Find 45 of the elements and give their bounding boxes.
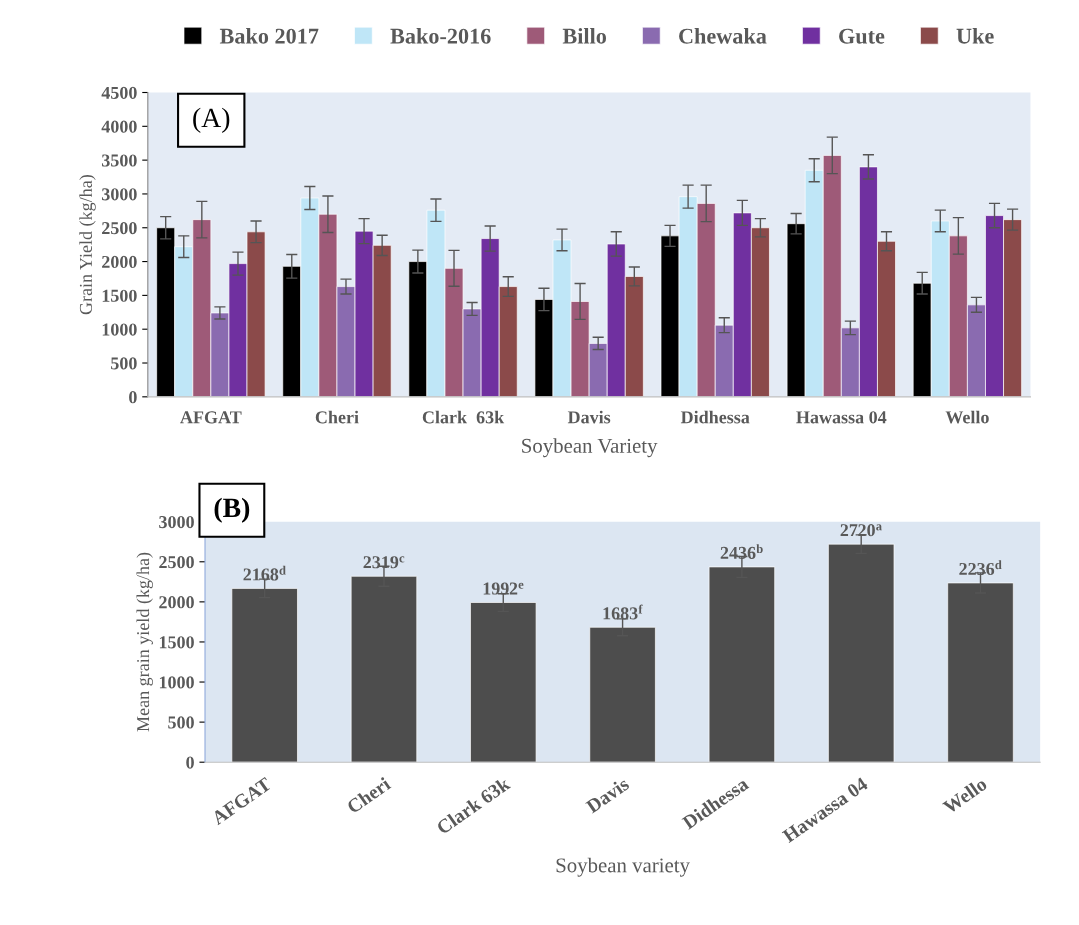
y-tick-label: 3000 [101,188,137,201]
y-tick-label: 0 [186,756,194,769]
legend-label: Gute [839,28,885,44]
data-label: 1992$^{e}$ [483,582,524,595]
data-label: 2236$^{d}$ [959,560,1002,576]
y-axis-title: Mean grain yield (kg/ha) [136,552,153,732]
y-tick-label: 500 [111,357,137,370]
annotation: (B) [214,497,250,523]
y-tick-label: 2000 [159,596,194,609]
x-tick-label: AFGAT [180,411,242,424]
y-tick-label: 1500 [102,289,137,302]
y-tick-label: 4000 [101,120,137,133]
x-axis-title: Soybean variety [556,857,690,877]
data-label: 2168$^{d}$ [243,565,286,581]
y-tick-label: 2000 [102,255,137,269]
annotation: (A) [193,107,230,133]
x-tick-label: Wello [941,776,988,815]
y-tick-label: 4500 [101,86,137,99]
y-tick-label: 1000 [102,323,137,336]
x-tick-label: Cheri [315,410,359,424]
x-tick-label: Clark 63k [422,410,505,424]
legend-label: Chewaka [679,28,767,44]
y-tick-label: 2500 [159,556,194,569]
y-tick-label: 0 [129,391,137,404]
x-tick-label: Wello [945,410,989,424]
legend-label: Billo [562,28,607,44]
y-tick-label: 3500 [101,154,137,167]
data-label: 2720$^{a}$ [840,524,882,537]
y-tick-label: 2500 [102,222,137,235]
legend-label: Bako-2016 [390,28,491,44]
y-tick-label: 1000 [159,676,194,689]
data-label: 2436$^{b}$ [720,544,763,559]
y-tick-label: 500 [168,716,194,729]
legend-label: Uke [956,28,994,44]
x-tick-label: Davis [567,410,611,424]
x-tick-label: Clark 63k [435,776,512,835]
x-tick-label: Hawassa 04 [796,411,887,424]
y-axis-title: Grain Yield (kg/ha) [79,175,96,315]
x-axis-title: Soybean Variety [522,438,658,458]
legend-label: Bako 2017 [219,28,319,44]
data-label: 1683$^{f}$ [603,604,643,620]
y-tick-label: 1500 [159,636,194,649]
data-label: 2319$^{c}$ [363,556,405,569]
y-tick-label: 3000 [159,515,194,529]
x-tick-label: Didhessa [680,410,750,424]
